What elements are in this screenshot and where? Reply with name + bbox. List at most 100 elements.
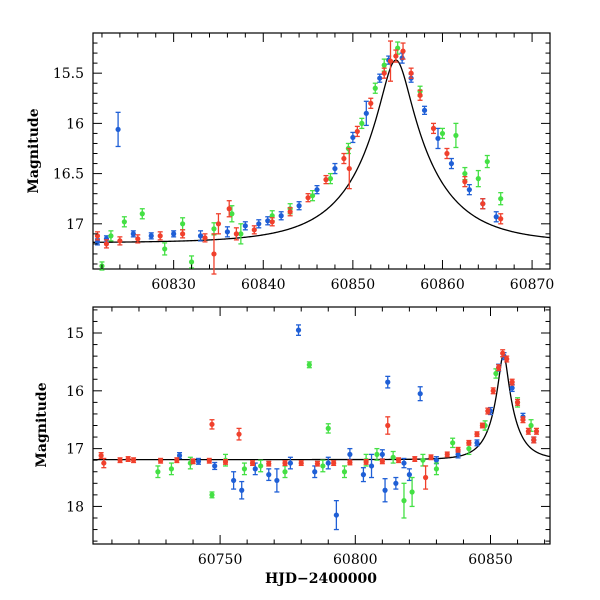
blue-data-point [466,183,472,196]
data-marker [180,221,186,227]
data-marker [282,460,288,466]
red-data-point [387,40,394,82]
data-marker [475,176,481,182]
data-marker [381,70,387,76]
data-marker [265,218,271,224]
red-data-point [158,457,164,464]
blue-data-point [325,456,331,470]
data-marker [258,463,264,469]
data-marker [121,219,127,225]
blue-data-point [360,467,367,483]
red-data-point [412,456,418,462]
data-marker [455,447,461,453]
red-data-point [211,233,217,275]
data-marker [341,155,347,162]
data-marker [390,454,396,460]
bottom-panel-ticks: 60750 60800 60850 15 16 17 18 [66,307,550,568]
data-marker [209,492,215,498]
data-marker [206,458,212,464]
data-marker [314,187,320,193]
x-tick-label: 60850 [331,277,376,293]
blue-data-point [474,439,480,447]
data-marker [350,134,356,141]
data-marker [448,160,455,167]
red-data-point [117,457,123,464]
data-marker [320,463,326,469]
red-data-point [490,387,496,395]
blue-data-point [421,105,428,115]
red-data-point [444,147,450,160]
red-data-point [125,456,131,462]
blue-data-point [382,478,388,503]
x-tick-label: 60800 [333,552,378,568]
data-marker [399,55,405,61]
data-marker [103,241,110,247]
blue-data-point [399,52,405,64]
data-marker [433,457,440,463]
data-marker [493,370,499,377]
blue-data-point [148,232,154,240]
data-marker [379,458,385,464]
blue-data-point [333,499,339,531]
blue-data-point [274,468,280,493]
data-marker [428,454,434,460]
red-data-point [305,193,311,203]
blue-data-point [379,449,385,460]
data-marker [238,231,244,237]
data-marker [387,58,394,64]
blue-data-point [224,226,231,238]
data-marker [498,196,504,202]
data-marker [393,480,399,486]
data-marker [453,132,459,139]
y-tick-label: 16.5 [53,167,84,183]
green-data-point [241,462,248,476]
data-marker [450,440,456,446]
green-data-point [282,465,288,479]
red-data-point [103,239,110,249]
data-marker [509,385,515,391]
data-marker [417,391,423,397]
blue-data-point [435,127,441,150]
red-data-point [174,457,180,464]
data-marker [115,126,121,133]
data-marker [525,428,531,434]
data-marker [409,489,415,495]
data-marker [158,458,164,464]
red-data-point [98,452,104,460]
red-data-point [101,457,107,469]
data-marker [278,213,284,219]
red-data-point [417,89,423,101]
data-marker [474,440,480,446]
red-data-point [479,422,485,429]
data-marker [484,158,490,165]
data-marker [382,487,388,493]
top-panel-y-axis-label: Magnitude [26,108,42,193]
data-marker [360,472,367,478]
blue-data-point [377,73,383,83]
data-marker [509,379,515,385]
green-data-point [306,361,312,369]
green-data-point [401,482,407,519]
green-data-point [309,190,316,202]
green-data-point [372,82,378,94]
data-marker [224,229,231,235]
red-data-point [94,231,101,241]
data-marker [341,469,348,475]
data-marker [406,472,412,478]
red-data-point [298,460,304,467]
data-marker [312,469,318,475]
red-data-point [379,458,385,465]
blue-data-point [195,457,202,465]
red-data-point [455,446,461,453]
data-marker [155,469,161,475]
data-marker [466,446,472,452]
blue-data-point [417,386,423,402]
data-marker [171,231,177,237]
y-tick-label: 17 [66,442,84,458]
data-marker [363,110,369,116]
data-marker [168,466,175,472]
data-marker [462,179,468,185]
data-marker [130,231,136,237]
top-panel-data-points [94,40,504,275]
blue-data-point [287,456,294,470]
